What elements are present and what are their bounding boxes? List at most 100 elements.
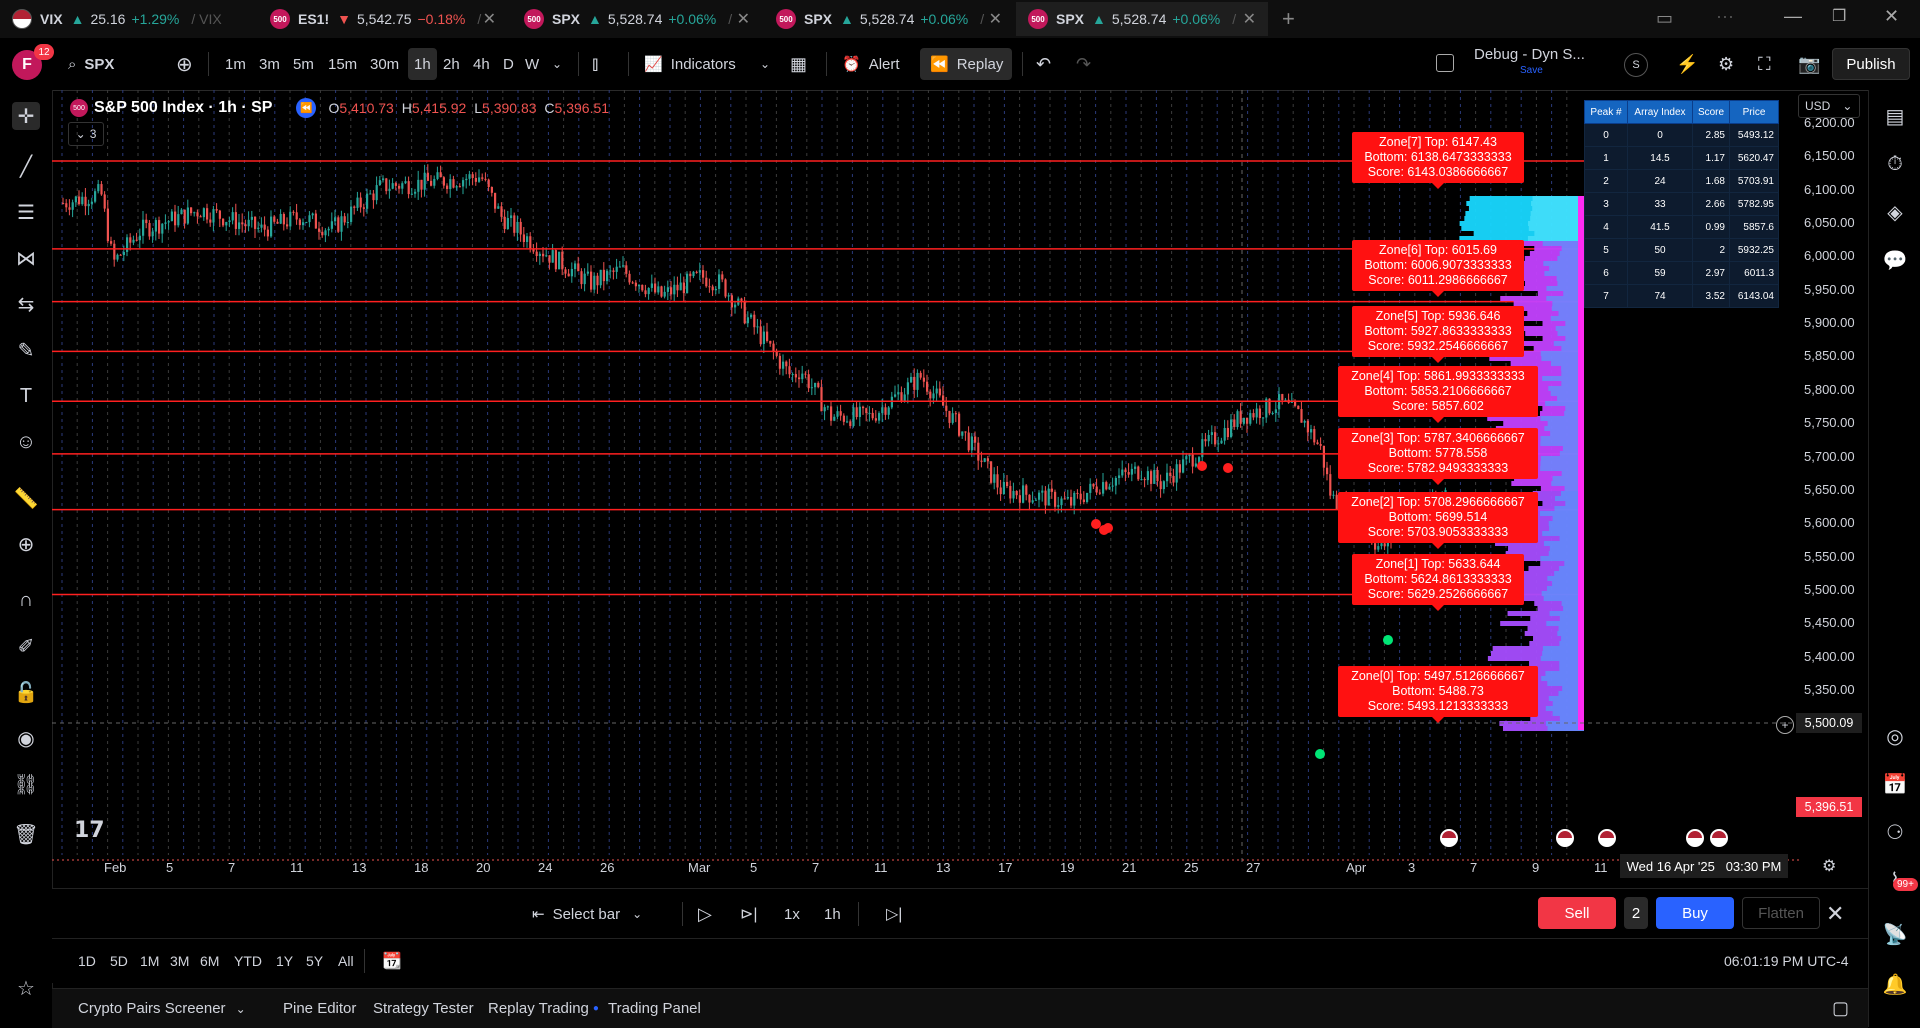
zone-label[interactable]: Zone[2] Top: 5708.2966666667 Bottom: 5699… (1338, 492, 1538, 549)
publish-button[interactable]: Publish (1832, 48, 1910, 80)
tab-pine-editor[interactable]: Pine Editor (283, 989, 356, 1028)
close-icon[interactable]: ✕ (988, 11, 1002, 28)
chevron-down-icon[interactable]: ⌄ (552, 57, 563, 71)
tab-es1[interactable]: 500 ES1! ▼ 5,542.75 −0.18% / ✕ (258, 2, 508, 36)
us-flag-icon[interactable] (1598, 829, 1616, 847)
interval-30m[interactable]: 30m (370, 38, 399, 90)
play-icon[interactable]: ▷ (698, 903, 712, 924)
zone-label[interactable]: Zone[5] Top: 5936.646 Bottom: 5927.863333… (1352, 306, 1524, 363)
brush-icon[interactable]: ✎ (17, 339, 35, 362)
compare-add-icon[interactable]: ⊕ (176, 53, 193, 76)
zone-label[interactable]: Zone[1] Top: 5633.644 Bottom: 5624.861333… (1352, 554, 1524, 611)
target-icon[interactable]: ◎ (1886, 725, 1904, 748)
us-flag-icon[interactable] (1710, 829, 1728, 847)
interval-15m[interactable]: 15m (328, 38, 357, 90)
replay-interval-select[interactable]: 1h (824, 889, 841, 939)
star-icon[interactable]: ☆ (17, 977, 35, 1000)
range-5d[interactable]: 5D (110, 953, 128, 969)
watchlist-icon[interactable]: ▤ (1885, 105, 1905, 128)
interval-3m[interactable]: 3m (259, 38, 280, 90)
sell-button[interactable]: Sell (1538, 897, 1616, 929)
layout-icon[interactable]: ▭ (1656, 8, 1674, 28)
range-ytd[interactable]: YTD (234, 953, 262, 969)
layout-square-icon[interactable] (1436, 54, 1454, 72)
speed-select[interactable]: 1x (784, 889, 800, 939)
us-flag-icon[interactable] (1686, 829, 1704, 847)
broadcast-icon[interactable]: 📡 (1882, 923, 1908, 946)
templates-grid-icon[interactable]: ▦ (790, 53, 808, 74)
us-flag-icon[interactable] (1556, 829, 1574, 847)
eye-icon[interactable]: ◉ (17, 727, 35, 750)
calendar-icon[interactable]: 📅 (1882, 773, 1908, 796)
interval-1h[interactable]: 1h (408, 48, 437, 80)
interval-1m[interactable]: 1m (225, 38, 246, 90)
lock-drawing-icon[interactable]: ✐ (17, 635, 35, 658)
magnet-icon[interactable]: ∩ (18, 588, 34, 611)
text-icon[interactable]: T (19, 384, 33, 407)
link-icon[interactable]: ⛓ (13, 773, 39, 796)
close-replay-icon[interactable]: ✕ (1826, 901, 1845, 926)
legend-title[interactable]: S&P 500 Index · 1h · SP (94, 99, 273, 116)
ideas-icon[interactable]: ⚆ (1886, 821, 1904, 844)
indicator-collapse-toggle[interactable]: ⌄ 3 (68, 122, 104, 146)
tradingview-logo[interactable]: 𝟭𝟳 (74, 818, 105, 843)
layout-badge[interactable]: S (1624, 53, 1648, 77)
interval-d[interactable]: D (503, 38, 514, 90)
zone-label[interactable]: Zone[7] Top: 6147.43 Bottom: 6138.6473333… (1352, 132, 1524, 189)
step-forward-icon[interactable]: ⊳| (740, 906, 758, 923)
trash-icon[interactable]: 🗑 (13, 823, 39, 846)
jump-to-realtime-icon[interactable]: ▷| (886, 906, 903, 923)
tab-replay-trading[interactable]: Replay Trading ● (488, 989, 599, 1028)
minimize-icon[interactable]: — (1784, 6, 1802, 26)
camera-icon[interactable]: 📷 (1798, 53, 1821, 74)
replay-button[interactable]: ⏪ Replay (920, 48, 1012, 80)
bell-icon[interactable]: 🔔 (1882, 973, 1908, 996)
replay-mode-icon[interactable]: ⏪ (296, 98, 317, 118)
redo-icon[interactable]: ↷ (1076, 53, 1092, 74)
window-close-icon[interactable]: ✕ (1884, 6, 1900, 26)
go-to-date-icon[interactable]: 📆 (382, 953, 402, 970)
range-1y[interactable]: 1Y (276, 953, 294, 969)
close-icon[interactable]: ✕ (1242, 11, 1256, 28)
interval-2h[interactable]: 2h (443, 38, 460, 90)
range-3m[interactable]: 3M (170, 953, 190, 969)
us-flag-icon[interactable] (1440, 829, 1458, 847)
quantity-field[interactable]: 2 (1624, 897, 1648, 929)
candle-type-icon[interactable]: ⫾ (592, 52, 599, 75)
interval-w[interactable]: W (525, 38, 539, 90)
zone-label[interactable]: Zone[0] Top: 5497.5126666667 Bottom: 5488… (1338, 666, 1538, 723)
tab-trading-panel[interactable]: Trading Panel (608, 989, 701, 1028)
range-all[interactable]: All (338, 953, 354, 969)
alerts-clock-icon[interactable]: ⏱ (1887, 152, 1903, 175)
tab-strategy-tester[interactable]: Strategy Tester (373, 989, 474, 1028)
layers-icon[interactable]: ◈ (1887, 201, 1903, 224)
quick-search-icon[interactable]: ⚡ (1676, 53, 1699, 74)
restore-icon[interactable]: ❐ (1832, 8, 1847, 25)
indicators-button[interactable]: 📈 Indicators (644, 38, 736, 90)
range-1m[interactable]: 1M (140, 953, 160, 969)
settings-gear-icon[interactable]: ⚙ (1822, 858, 1837, 875)
fullscreen-icon[interactable]: ⛶ (1758, 53, 1771, 74)
zone-label[interactable]: Zone[3] Top: 5787.3406666667 Bottom: 5778… (1338, 428, 1538, 485)
tab-vix[interactable]: VIX ▲ 25.16 +1.29% / VIX (0, 2, 252, 36)
ruler-icon[interactable]: 📏 (13, 487, 39, 510)
tab-spx-active[interactable]: 500 SPX ▲ 5,528.74 +0.06% / ✕ (1016, 2, 1268, 36)
tab-spx-2[interactable]: 500 SPX ▲ 5,528.74 +0.06% / ✕ (764, 2, 1014, 36)
prediction-icon[interactable]: ⇆ (17, 293, 35, 316)
layout-name[interactable]: Debug - Dyn S... (1474, 46, 1585, 63)
new-tab-icon[interactable]: + (1282, 6, 1295, 31)
zoom-in-icon[interactable]: ⊕ (17, 533, 35, 556)
emoji-icon[interactable]: ☺ (15, 430, 37, 453)
trend-line-icon[interactable]: ╱ (19, 155, 33, 178)
zone-label[interactable]: Zone[4] Top: 5861.9933333333 Bottom: 5853… (1338, 366, 1538, 423)
clock-display[interactable]: 06:01:19 PM UTC-4 (1724, 939, 1849, 983)
add-alert-icon[interactable]: + (1776, 716, 1794, 734)
maximize-panel-icon[interactable]: ▢ (1832, 998, 1850, 1018)
more-icon[interactable]: ··· (1716, 6, 1734, 26)
pattern-icon[interactable]: ⋈ (16, 247, 36, 270)
interval-4h[interactable]: 4h (473, 38, 490, 90)
buy-button[interactable]: Buy (1656, 897, 1734, 929)
select-bar-button[interactable]: ⇤ Select bar ⌄ (532, 889, 642, 939)
symbol-search[interactable]: ⌕ SPX (68, 38, 114, 90)
currency-select[interactable]: USD ⌄ (1798, 94, 1860, 118)
